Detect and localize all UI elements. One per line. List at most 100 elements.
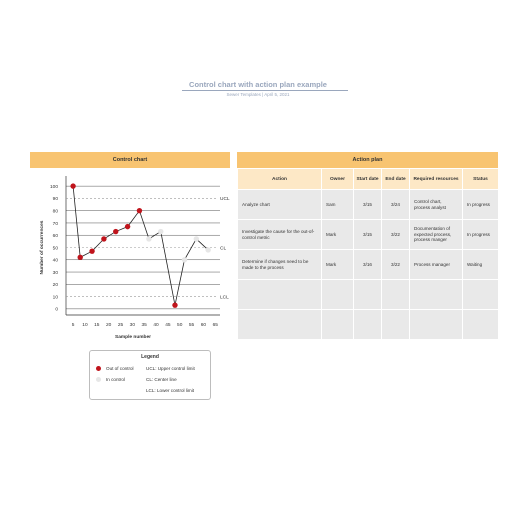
cell-start-date: 3/16 bbox=[353, 249, 382, 280]
out-of-control-point bbox=[70, 183, 76, 189]
x-tick-label: 35 bbox=[142, 322, 148, 328]
column-header-resources: Required resources bbox=[409, 168, 463, 190]
cell-action bbox=[237, 279, 322, 310]
cell-resources bbox=[409, 279, 463, 310]
x-tick-label: 40 bbox=[153, 322, 159, 328]
legend: Legend Out of control In control UCL: Up… bbox=[89, 350, 211, 400]
x-tick-label: 55 bbox=[189, 322, 195, 328]
x-tick-label: 25 bbox=[118, 322, 124, 328]
in-control-point bbox=[158, 228, 164, 235]
out-of-control-point bbox=[136, 207, 143, 214]
table-row bbox=[237, 309, 499, 340]
y-tick-label: 80 bbox=[53, 208, 59, 214]
x-tick-label: 10 bbox=[82, 322, 88, 328]
table-row bbox=[237, 279, 499, 310]
page-subtitle: Sewer Templates | April 5, 2021 bbox=[226, 92, 290, 97]
in-control-point bbox=[205, 247, 211, 253]
control-chart: 0 10 20 30 40 50 60 70 80 90 100 5 10 15 20 25 30 35 40 45 5… bbox=[39, 176, 230, 340]
x-tick-label: 30 bbox=[130, 322, 136, 328]
y-tick-label: 70 bbox=[53, 221, 59, 227]
x-tick-label: 15 bbox=[94, 322, 100, 328]
legend-lcl-text: LCL: Lower control limit bbox=[146, 388, 194, 393]
out-of-control-point bbox=[124, 223, 131, 230]
out-of-control-point bbox=[77, 254, 83, 261]
limit-label-lcl: LCL bbox=[220, 294, 229, 300]
cell-owner: Mark bbox=[321, 249, 354, 280]
x-tick-label: 50 bbox=[177, 322, 183, 328]
control-chart-header: Control chart bbox=[30, 152, 230, 168]
x-tick-label: 60 bbox=[201, 322, 207, 328]
cell-action: Determine if changes need to be made to … bbox=[237, 249, 322, 280]
cell-end-date bbox=[381, 309, 410, 340]
cell-owner: Sam bbox=[321, 189, 354, 220]
y-tick-label: 30 bbox=[53, 270, 59, 276]
cell-resources bbox=[409, 309, 463, 340]
y-tick-label: 0 bbox=[55, 307, 58, 313]
in-control-marker bbox=[96, 377, 101, 382]
x-tick-label: 5 bbox=[72, 322, 75, 328]
cell-status: In progress bbox=[462, 189, 499, 220]
y-axis-label: Number of occurrences bbox=[39, 220, 45, 274]
out-of-control-point bbox=[172, 302, 178, 308]
column-header-action: Action bbox=[237, 168, 322, 190]
out-of-control-point bbox=[101, 236, 107, 242]
action-plan-header: Action plan bbox=[237, 152, 498, 168]
title-divider bbox=[182, 90, 348, 91]
cell-action: Analyze chart bbox=[237, 189, 322, 220]
limit-label-ucl: UCL bbox=[220, 196, 230, 202]
table-header-row: Action Owner Start date End date Require… bbox=[237, 168, 499, 190]
legend-ucl-text: UCL: Upper control limit bbox=[146, 366, 195, 371]
cell-resources: Control chart, process analyst bbox=[409, 189, 463, 220]
y-tick-label: 50 bbox=[53, 245, 59, 251]
x-tick-label: 45 bbox=[165, 322, 171, 328]
action-plan-table: Action Owner Start date End date Require… bbox=[237, 168, 499, 340]
cell-owner: Mark bbox=[321, 219, 354, 250]
y-tick-label: 100 bbox=[50, 184, 58, 190]
cell-action bbox=[237, 309, 322, 340]
out-of-control-point bbox=[89, 248, 95, 254]
column-header-status: Status bbox=[462, 168, 499, 190]
cell-end-date: 3/24 bbox=[381, 189, 410, 220]
data-line bbox=[72, 186, 209, 306]
cell-end-date: 3/22 bbox=[381, 249, 410, 280]
cell-status: Waiting bbox=[462, 249, 499, 280]
cell-owner bbox=[321, 309, 354, 340]
cell-start-date bbox=[353, 309, 382, 340]
cell-start-date: 3/15 bbox=[353, 219, 382, 250]
column-header-start-date: Start date bbox=[353, 168, 382, 190]
in-control-point bbox=[146, 236, 152, 242]
y-tick-label: 60 bbox=[53, 233, 59, 239]
cell-owner bbox=[321, 279, 354, 310]
cell-start-date bbox=[353, 279, 382, 310]
y-tick-label: 90 bbox=[53, 196, 59, 202]
in-control-point bbox=[181, 257, 188, 263]
column-header-end-date: End date bbox=[381, 168, 410, 190]
cell-action: Investigate the cause for the out-of-con… bbox=[237, 219, 322, 250]
in-control-point bbox=[193, 236, 200, 242]
cell-resources: Process manager bbox=[409, 249, 463, 280]
cell-status bbox=[462, 309, 499, 340]
legend-in-label: In control bbox=[106, 377, 125, 382]
column-header-owner: Owner bbox=[321, 168, 354, 190]
y-tick-label: 10 bbox=[53, 294, 59, 300]
legend-out-label: Out of control bbox=[106, 366, 134, 371]
cell-resources: Documentation of expected process, proce… bbox=[409, 219, 463, 250]
cell-status bbox=[462, 279, 499, 310]
table-row: Analyze chart Sam 3/15 3/24 Control char… bbox=[237, 189, 499, 220]
cell-start-date: 3/15 bbox=[353, 189, 382, 220]
cell-end-date: 3/22 bbox=[381, 219, 410, 250]
x-axis-label: Sample number bbox=[115, 334, 151, 340]
out-of-control-point bbox=[113, 228, 119, 235]
y-tick-label: 40 bbox=[53, 258, 59, 264]
limit-label-cl: CL bbox=[220, 245, 226, 251]
x-tick-label: 65 bbox=[213, 322, 219, 328]
out-of-control-marker bbox=[96, 366, 101, 371]
y-tick-label: 20 bbox=[53, 282, 59, 288]
cell-status: In progress bbox=[462, 219, 499, 250]
x-tick-label: 20 bbox=[106, 322, 112, 328]
page-title: Control chart with action plan example bbox=[189, 80, 327, 89]
table-row: Determine if changes need to be made to … bbox=[237, 249, 499, 280]
legend-cl-text: CL: Center line bbox=[146, 377, 177, 382]
cell-end-date bbox=[381, 279, 410, 310]
legend-title: Legend bbox=[141, 354, 159, 360]
